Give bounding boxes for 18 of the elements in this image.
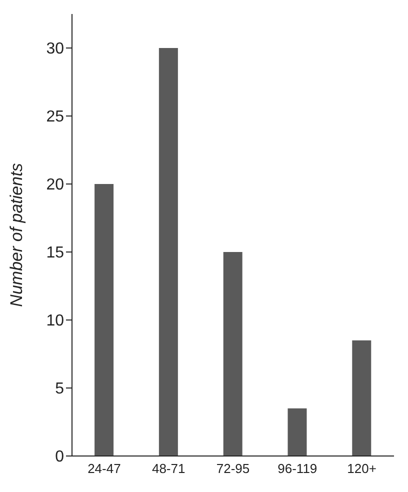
- x-tick-label: 24-47: [88, 461, 121, 476]
- y-tick-label: 10: [46, 312, 64, 330]
- bar: [158, 48, 178, 456]
- y-tick-label: 20: [46, 176, 64, 194]
- x-tick-label: 96-119: [278, 461, 318, 476]
- bar: [288, 408, 307, 456]
- y-tick-label: 5: [55, 380, 64, 398]
- bar: [352, 340, 372, 456]
- y-tick-label: 15: [46, 244, 64, 262]
- y-tick-label: 0: [55, 448, 64, 466]
- y-axis-title: Number of patients: [7, 162, 26, 307]
- y-tick-label: 30: [46, 40, 64, 58]
- x-tick-label: 120+: [347, 461, 376, 476]
- y-tick-label: 25: [46, 108, 64, 126]
- x-tick-label: 48-71: [152, 461, 186, 476]
- bar: [223, 252, 242, 456]
- bar: [94, 184, 114, 456]
- x-tick-label: 72-95: [216, 461, 250, 476]
